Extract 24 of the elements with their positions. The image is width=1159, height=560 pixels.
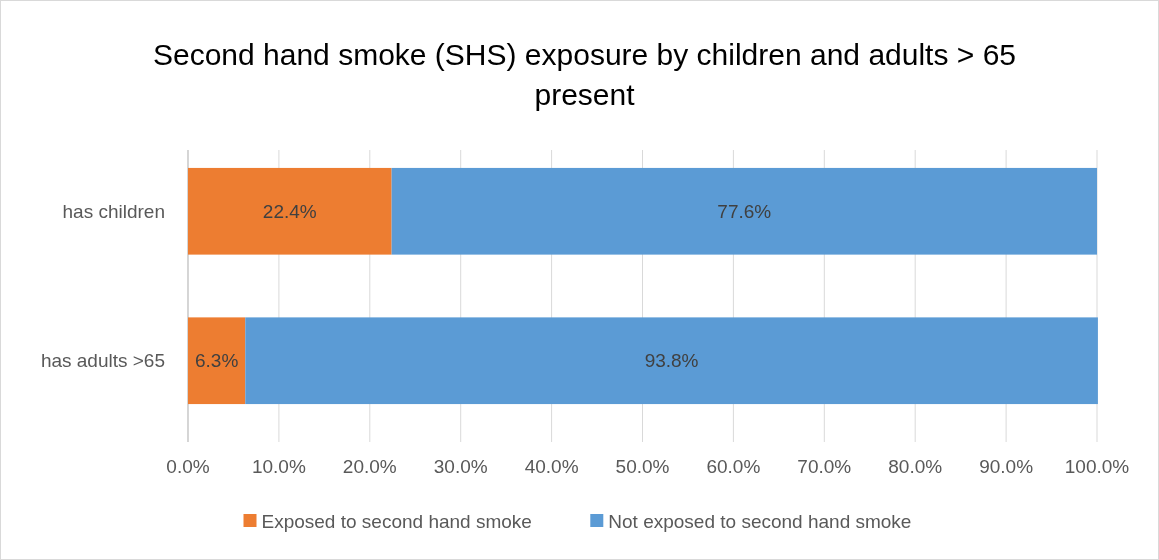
bar xyxy=(188,317,246,405)
x-tick-label: 10.0% xyxy=(251,456,306,477)
x-tick-label: 90.0% xyxy=(979,456,1034,477)
x-tick-label: 30.0% xyxy=(433,456,488,477)
x-tick-label: 100.0% xyxy=(1064,456,1130,477)
x-tick-label: 70.0% xyxy=(797,456,852,477)
y-tick-label: has adults >65 xyxy=(40,350,165,372)
bar xyxy=(245,317,1098,405)
x-tick-label: 20.0% xyxy=(342,456,397,477)
chart-title: Second hand smoke (SHS) exposure by children and adults > 65 present xyxy=(152,38,1017,111)
x-tick-label: 0.0% xyxy=(166,456,210,477)
data-label: 22.4% xyxy=(262,200,317,222)
bar xyxy=(391,167,1097,255)
legend-label: Exposed to second hand smoke xyxy=(261,510,532,532)
data-label: 77.6% xyxy=(717,200,772,222)
data-label: 6.3% xyxy=(194,350,239,372)
x-tick-label: 50.0% xyxy=(615,456,670,477)
y-tick-label: has children xyxy=(62,200,165,222)
x-tick-label: 40.0% xyxy=(524,456,579,477)
x-tick-label: 80.0% xyxy=(888,456,943,477)
bar xyxy=(188,167,392,255)
x-tick-label: 60.0% xyxy=(706,456,761,477)
data-label: 93.8% xyxy=(644,350,699,372)
legend-label: Not exposed to second hand smoke xyxy=(608,510,912,532)
